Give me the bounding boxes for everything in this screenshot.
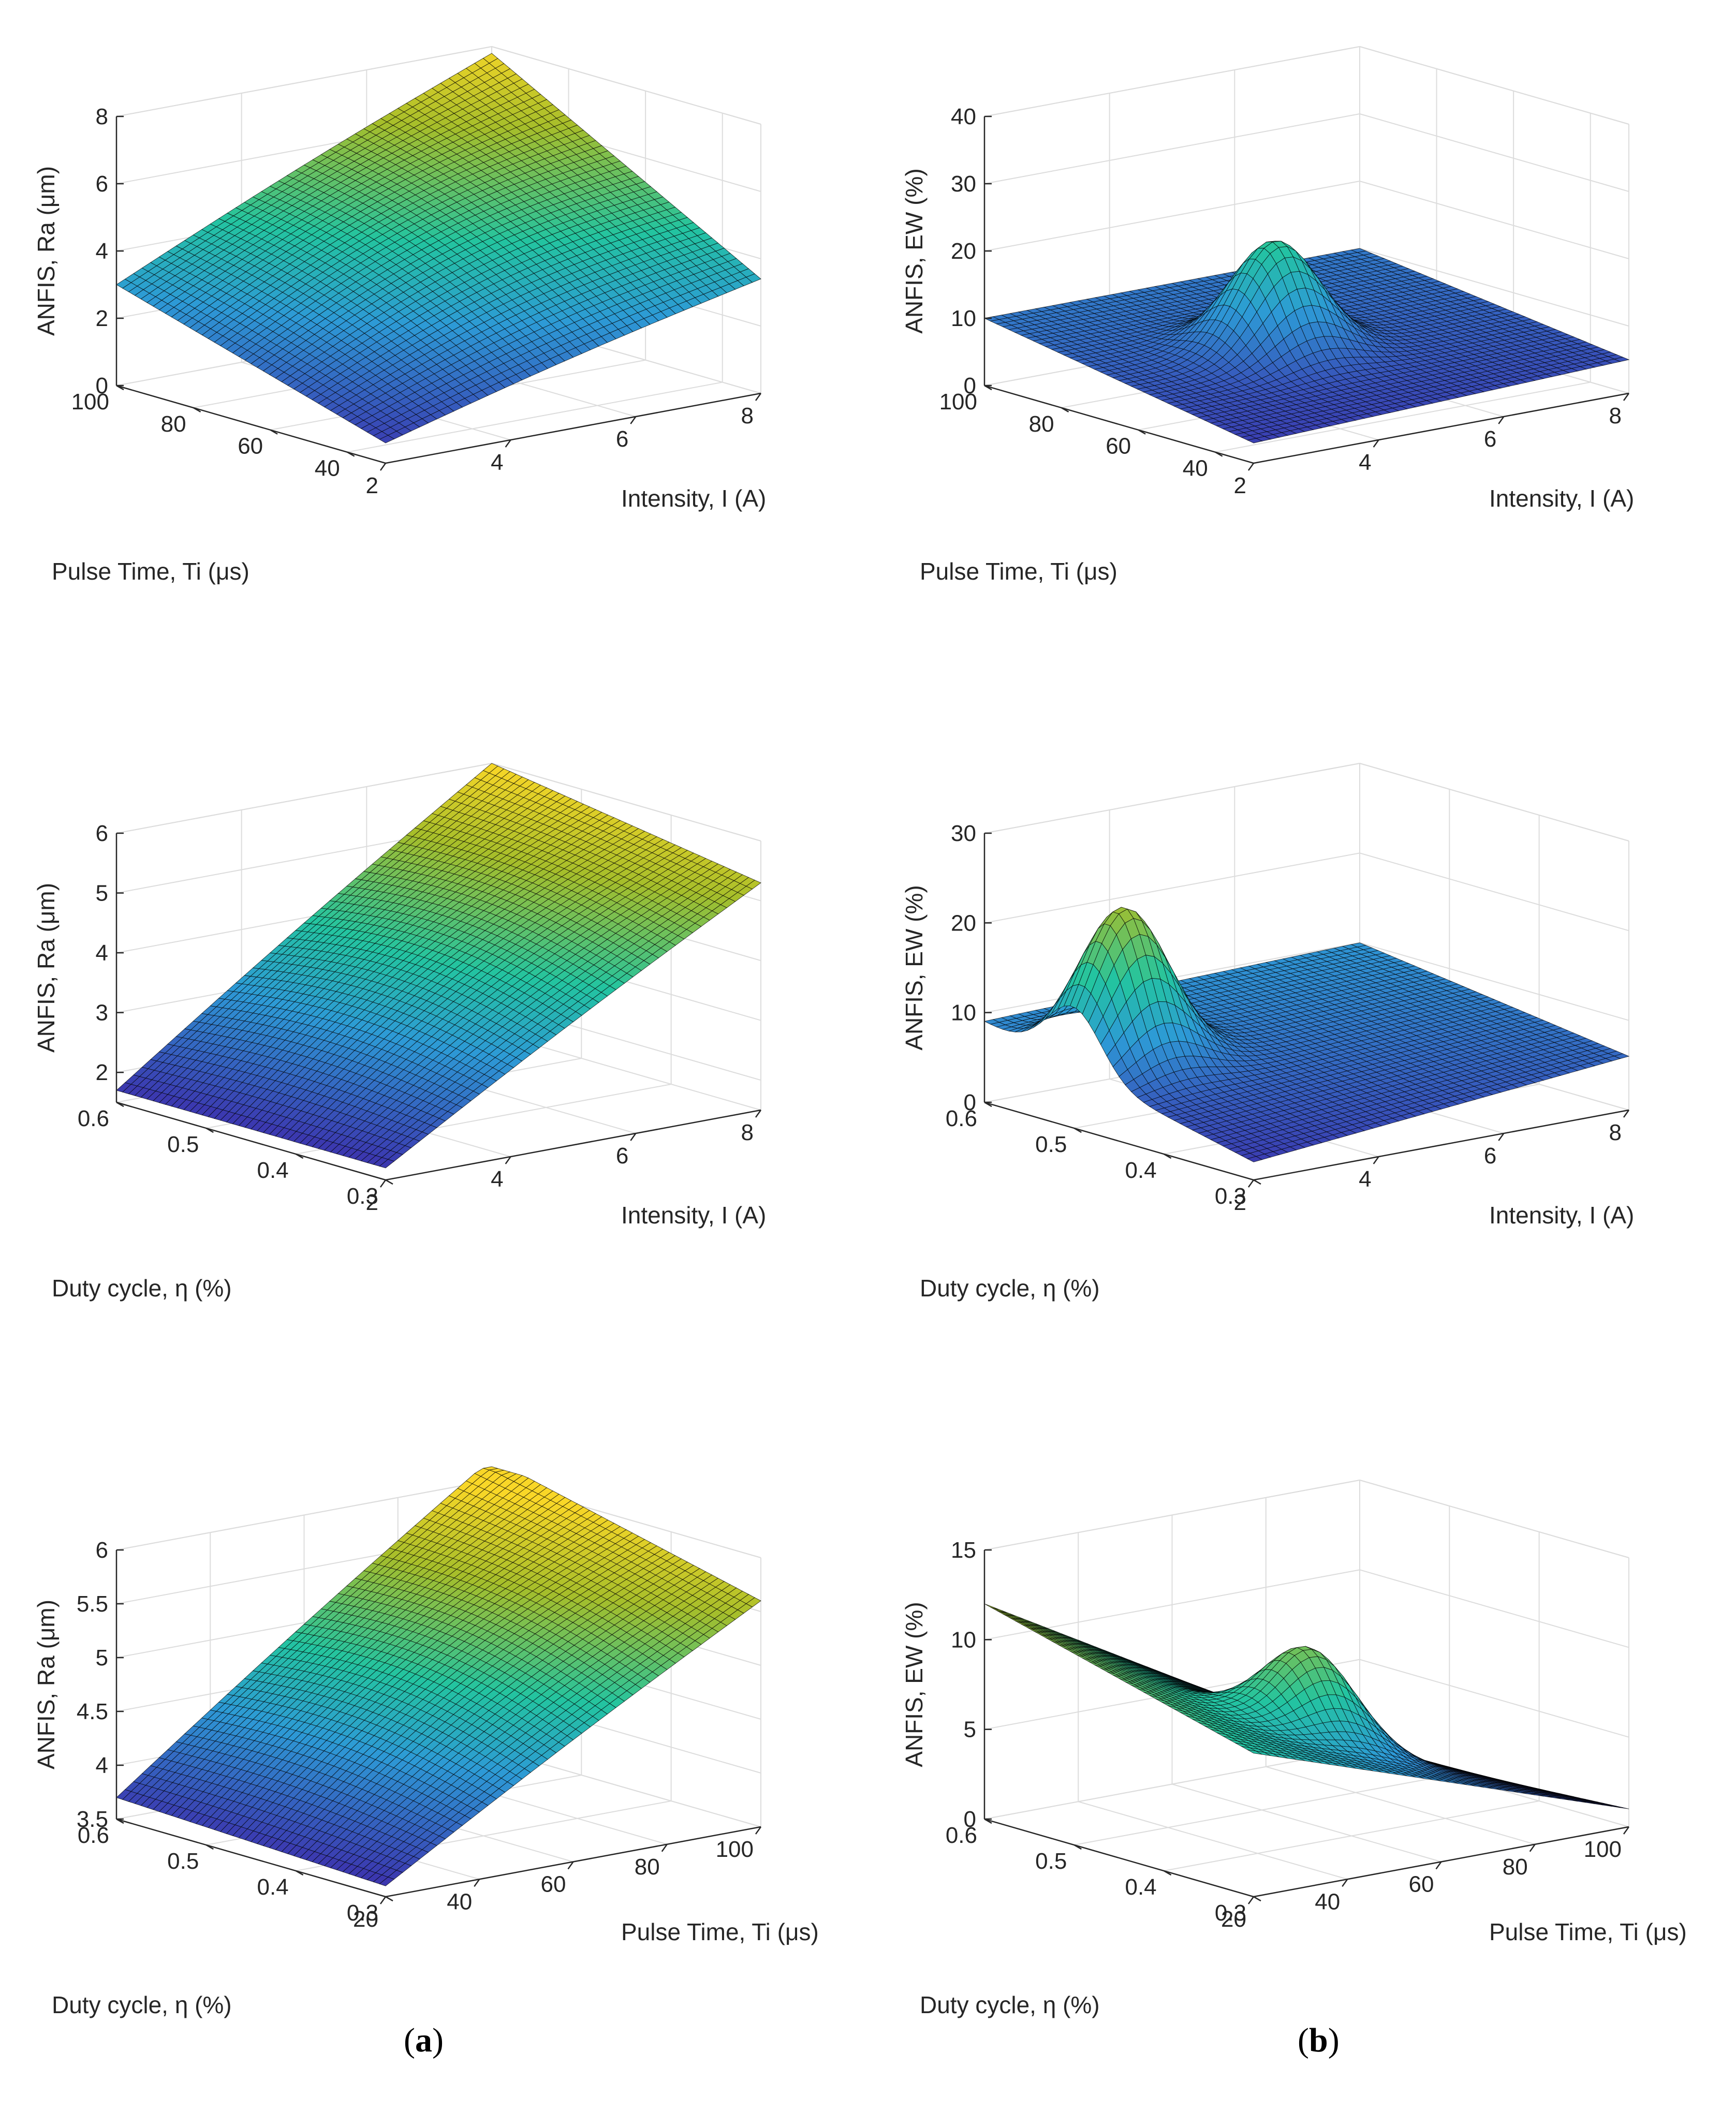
surface-ra-intensity-duty xyxy=(116,763,761,1168)
z-tick-label: 30 xyxy=(951,171,976,197)
x-tick-label: 6 xyxy=(1484,426,1496,452)
surface-ra-intensity-pulse xyxy=(116,53,761,443)
gridline-z-side xyxy=(1360,114,1629,191)
gridline-z-back xyxy=(984,181,1360,251)
z-tick-label: 0 xyxy=(96,373,108,398)
y-tick-label: 40 xyxy=(1183,456,1208,481)
box-edge xyxy=(984,47,1360,116)
gridline-z-back xyxy=(984,114,1360,184)
x-tick-label: 2 xyxy=(1234,473,1246,498)
y-axis-label: Pulse Time, Ti (μs) xyxy=(52,558,249,585)
x-tick-label: 8 xyxy=(1609,403,1622,429)
y-tick-label: 60 xyxy=(1106,434,1131,459)
z-tick-label: 8 xyxy=(96,104,108,129)
x-axis-label: Intensity, I (A) xyxy=(1489,485,1634,512)
z-tick-label: 0 xyxy=(964,373,976,398)
x-tick-label: 8 xyxy=(741,403,754,429)
surface-ew-intensity-pulse xyxy=(984,241,1629,443)
y-tick-label: 40 xyxy=(315,456,340,481)
y-axis-label: Pulse Time, Ti (μs) xyxy=(920,558,1117,585)
y-tick-label: 60 xyxy=(238,434,263,459)
y-tick-label: 80 xyxy=(161,411,186,437)
x-tick xyxy=(1248,463,1254,470)
x-tick xyxy=(380,463,386,470)
z-axis-label: ANFIS, EW (%) xyxy=(901,168,928,333)
x-tick-label: 4 xyxy=(1359,450,1371,475)
z-axis-label: ANFIS, Ra (μm) xyxy=(33,166,60,336)
box-edge xyxy=(1360,47,1629,124)
z-tick-label: 4 xyxy=(96,239,108,264)
x-tick-label: 6 xyxy=(616,426,628,452)
z-tick-label: 6 xyxy=(96,171,108,197)
x-tick-label: 2 xyxy=(366,473,378,498)
z-tick-label: 2 xyxy=(96,306,108,331)
z-tick-label: 10 xyxy=(951,306,976,331)
z-tick-label: 20 xyxy=(951,239,976,264)
y-tick-label: 80 xyxy=(1029,411,1054,437)
z-tick-label: 40 xyxy=(951,104,976,129)
x-axis-label: Intensity, I (A) xyxy=(621,485,766,512)
x-tick-label: 4 xyxy=(491,450,503,475)
gridline-z-side xyxy=(1360,181,1629,259)
